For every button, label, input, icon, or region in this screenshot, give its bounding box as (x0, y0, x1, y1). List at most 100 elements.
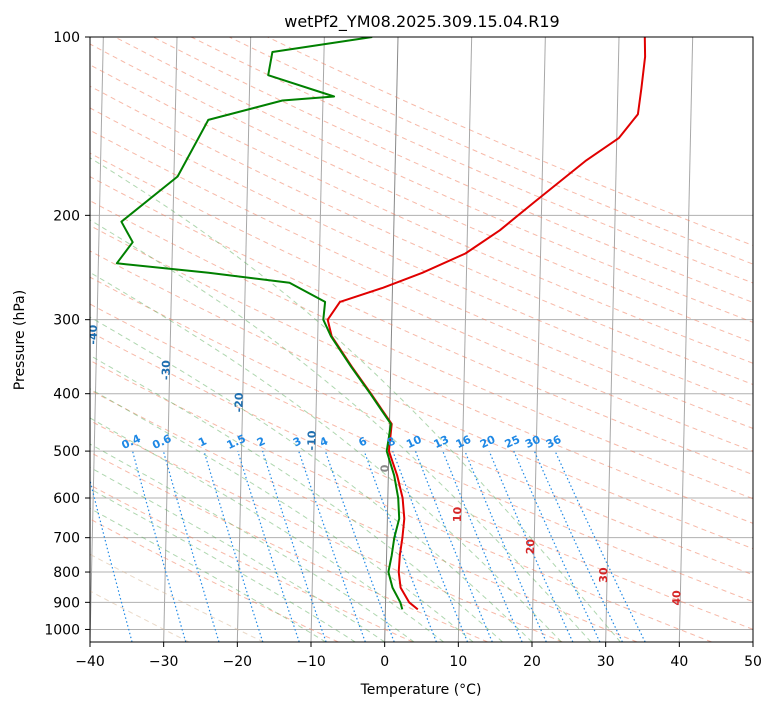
dry-adiabat-line (229, 37, 753, 265)
mixing-ratio-label: 13 (432, 433, 451, 451)
x-tick-label: 40 (670, 654, 688, 670)
dry-adiabat-line (90, 129, 753, 429)
dry-adiabat-line (90, 200, 753, 500)
moist-adiabat-line (90, 417, 444, 642)
x-tick-label: −40 (75, 654, 105, 670)
y-axis-title: Pressure (hPa) (12, 290, 28, 390)
mixing-ratio-line (90, 478, 133, 642)
isotherm-label: 20 (524, 538, 537, 554)
mixing-ratio-label: 20 (478, 433, 498, 451)
mixing-ratio-line (488, 450, 574, 642)
dry-adiabat-line (90, 85, 753, 386)
dry-adiabat-line (90, 331, 753, 630)
mixing-ratio-label: 16 (454, 433, 474, 451)
mixing-ratio-label: 1.5 (225, 432, 248, 452)
x-axis-title: Temperature (°C) (360, 682, 482, 698)
chart-title: wetPf2_YM08.2025.309.15.04.R19 (284, 12, 559, 32)
mixing-ratio-label: 0.2 (70, 432, 93, 452)
dry-adiabat-line (90, 64, 753, 364)
mixing-ratio-line (298, 450, 366, 642)
moist-adiabat-line (90, 219, 592, 642)
dry-adiabat-line (90, 359, 712, 642)
moist-adiabat-line (90, 271, 562, 642)
mixing-ratio-line (162, 450, 220, 642)
dry-adiabat-line (90, 152, 753, 452)
mixing-ratio-label: 1 (196, 434, 208, 449)
y-tick-label: 1000 (44, 622, 80, 638)
isotherm-line (236, 37, 252, 642)
mixing-ratio-label: 0.1 (23, 432, 46, 452)
dry-adiabat-line (90, 389, 638, 642)
mixing-ratio-line (392, 450, 469, 642)
moist-adiabat-line (90, 316, 533, 642)
mixing-ratio-line (203, 450, 264, 642)
y-tick-label: 700 (53, 531, 80, 547)
x-tick-label: 10 (449, 654, 467, 670)
y-tick-label: 100 (53, 30, 80, 46)
y-tick-label: 800 (53, 565, 80, 581)
dry-adiabat-line (90, 276, 753, 576)
isotherm-line (384, 37, 399, 642)
moist-adiabat-line (90, 507, 326, 642)
x-tick-label: 20 (523, 654, 541, 670)
dry-adiabat-line (152, 37, 753, 303)
dry-adiabat-line (90, 553, 264, 642)
dry-adiabat-line (90, 484, 414, 642)
x-tick-label: −20 (223, 654, 253, 670)
isotherm-label: 40 (670, 590, 683, 606)
mixing-ratio-label: 25 (503, 433, 522, 451)
mixing-ratio-label: 30 (523, 433, 543, 451)
isotherm-label: -40 (87, 324, 100, 345)
mixing-ratio-line (442, 450, 523, 642)
mixing-ratio-line (464, 450, 547, 642)
mixing-ratio-label: 36 (544, 433, 564, 451)
dry-adiabat-line (90, 176, 753, 476)
x-tick-label: 50 (744, 654, 762, 670)
mixing-ratio-label: 10 (404, 433, 424, 451)
isotherm-label: 30 (597, 567, 610, 583)
dry-adiabat-line (90, 590, 190, 642)
moist-adiabat-line (90, 466, 385, 642)
dry-adiabat-line (90, 107, 753, 407)
y-tick-label: 900 (53, 595, 80, 611)
dry-adiabat-line (90, 43, 753, 344)
dry-adiabat-line (90, 224, 753, 524)
isotherm-label: -30 (160, 360, 173, 381)
dry-adiabat-line (90, 250, 753, 550)
mixing-ratio-label: 3 (291, 434, 303, 449)
moist-adiabat-line (90, 388, 474, 642)
dry-adiabat-line (90, 303, 753, 603)
x-tick-label: −30 (149, 654, 179, 670)
mixing-ratio-label: 4 (318, 434, 331, 449)
y-tick-label: 400 (53, 387, 80, 403)
x-tick-label: 0 (380, 654, 389, 670)
mixing-ratio-line (363, 450, 437, 642)
mixing-ratio-line (324, 450, 395, 642)
isotherm-label: -10 (305, 430, 318, 451)
moist-adiabat-line (90, 157, 621, 642)
y-tick-label: 500 (53, 444, 80, 460)
dry-adiabat-line (190, 37, 753, 284)
plot-frame (89, 36, 754, 643)
y-tick-label: 300 (53, 313, 80, 329)
moist-adiabat-line (90, 488, 356, 642)
mixing-ratio-line (554, 450, 646, 642)
dry-adiabat-line (267, 37, 753, 247)
isotherm-line (90, 37, 104, 642)
mixing-ratio-line (414, 450, 493, 642)
y-tick-label: 200 (53, 208, 80, 224)
isotherm-line (457, 37, 473, 642)
isotherm-line (605, 37, 620, 642)
x-tick-label: 30 (597, 654, 615, 670)
mixing-ratio-line (262, 450, 327, 642)
dry-adiabat-line (114, 37, 753, 323)
mixing-ratio-label: 6 (357, 434, 370, 449)
isotherm-label: 10 (451, 506, 464, 522)
mixing-ratio-label: 0.6 (150, 432, 173, 452)
x-tick-label: −10 (296, 654, 326, 670)
mixing-ratio-label: 2 (255, 434, 267, 449)
isotherm-line (163, 37, 178, 642)
isotherm-line (752, 619, 753, 642)
temperature-line (326, 37, 647, 611)
